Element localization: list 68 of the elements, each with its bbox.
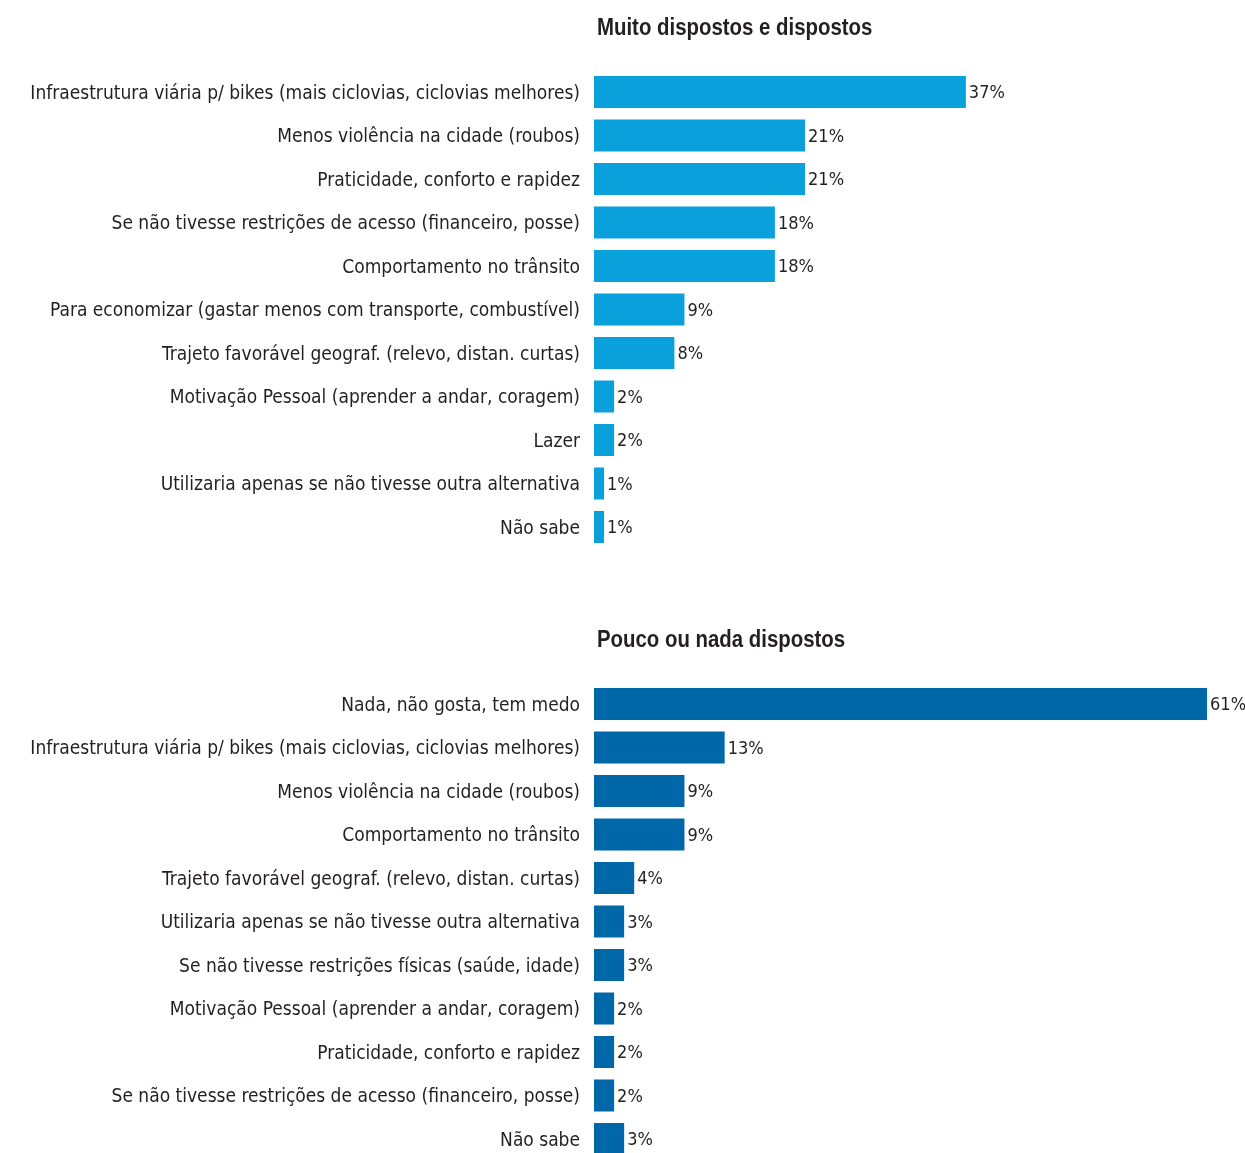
bar bbox=[594, 862, 635, 894]
y-tick-label: Utilizaria apenas se não tivesse outra alternativa bbox=[160, 472, 580, 495]
y-tick-label: Se não tivesse restrições de acesso (financeiro, posse) bbox=[111, 1084, 580, 1107]
y-tick-label: Não sabe bbox=[500, 515, 580, 538]
y-tick-label: Trajeto favorável geograf. (relevo, distan. curtas) bbox=[161, 341, 580, 364]
bar bbox=[594, 76, 966, 108]
y-tick-label: Infraestrutura viária p/ bikes (mais ciclovias, ciclovias melhores) bbox=[30, 80, 580, 103]
bar bbox=[594, 467, 605, 500]
bar bbox=[594, 337, 675, 369]
bar bbox=[594, 1036, 615, 1068]
data-label: 3% bbox=[627, 1128, 653, 1150]
data-label: 61% bbox=[1210, 693, 1245, 715]
y-tick-label: Nada, não gosta, tem medo bbox=[341, 692, 580, 715]
bar bbox=[594, 380, 615, 413]
bar bbox=[594, 1123, 625, 1153]
y-tick-label: Se não tivesse restrições físicas (saúde, idade) bbox=[179, 953, 580, 976]
y-tick-label: Menos violência na cidade (roubos) bbox=[277, 779, 580, 802]
data-label: 9% bbox=[687, 780, 714, 802]
bar bbox=[594, 905, 625, 938]
data-label: 21% bbox=[808, 168, 845, 190]
data-label: 13% bbox=[727, 736, 764, 758]
data-label: 2% bbox=[617, 429, 643, 451]
data-label: 4% bbox=[637, 867, 663, 889]
y-tick-label: Trajeto favorável geograf. (relevo, distan. curtas) bbox=[161, 866, 580, 889]
data-label: 1% bbox=[607, 516, 633, 538]
y-tick-label: Para economizar (gastar menos com transporte, combustível) bbox=[49, 298, 580, 321]
bar bbox=[594, 731, 725, 764]
data-label: 21% bbox=[808, 124, 845, 146]
chart-title: Muito dispostos e dispostos bbox=[597, 13, 873, 41]
y-tick-label: Utilizaria apenas se não tivesse outra alternativa bbox=[160, 910, 580, 933]
data-label: 8% bbox=[677, 342, 704, 364]
y-tick-label: Comportamento no trânsito bbox=[342, 823, 580, 846]
bar bbox=[594, 206, 775, 239]
data-label: 37% bbox=[968, 81, 1005, 103]
y-tick-label: Praticidade, conforto e rapidez bbox=[317, 167, 581, 190]
data-label: 18% bbox=[777, 211, 814, 233]
bar bbox=[594, 992, 615, 1025]
data-label: 3% bbox=[627, 954, 653, 976]
bar bbox=[594, 424, 615, 456]
bar bbox=[594, 949, 625, 981]
data-label: 9% bbox=[687, 823, 714, 845]
y-tick-label: Não sabe bbox=[500, 1127, 580, 1150]
data-label: 1% bbox=[607, 472, 633, 494]
data-label: 18% bbox=[777, 255, 814, 277]
bar bbox=[594, 250, 775, 282]
chart-title: Pouco ou nada dispostos bbox=[597, 625, 846, 653]
bar bbox=[594, 293, 685, 326]
bar bbox=[594, 119, 806, 152]
y-tick-label: Praticidade, conforto e rapidez bbox=[317, 1040, 581, 1063]
bar bbox=[594, 688, 1208, 720]
y-tick-label: Lazer bbox=[533, 428, 581, 451]
bar bbox=[594, 511, 605, 543]
data-label: 9% bbox=[687, 298, 714, 320]
data-label: 2% bbox=[617, 1041, 643, 1063]
y-tick-label: Menos violência na cidade (roubos) bbox=[277, 124, 580, 147]
data-label: 2% bbox=[617, 997, 643, 1019]
data-label: 2% bbox=[617, 385, 643, 407]
y-tick-label: Infraestrutura viária p/ bikes (mais ciclovias, ciclovias melhores) bbox=[30, 736, 580, 759]
data-label: 2% bbox=[617, 1084, 643, 1106]
bar bbox=[594, 163, 806, 195]
bar bbox=[594, 775, 685, 807]
bar bbox=[594, 1079, 615, 1112]
y-tick-label: Motivação Pessoal (aprender a andar, coragem) bbox=[169, 997, 580, 1020]
y-tick-label: Motivação Pessoal (aprender a andar, coragem) bbox=[169, 385, 580, 408]
data-label: 3% bbox=[627, 910, 653, 932]
y-tick-label: Se não tivesse restrições de acesso (financeiro, posse) bbox=[111, 211, 580, 234]
bar bbox=[594, 818, 685, 851]
y-tick-label: Comportamento no trânsito bbox=[342, 254, 580, 277]
